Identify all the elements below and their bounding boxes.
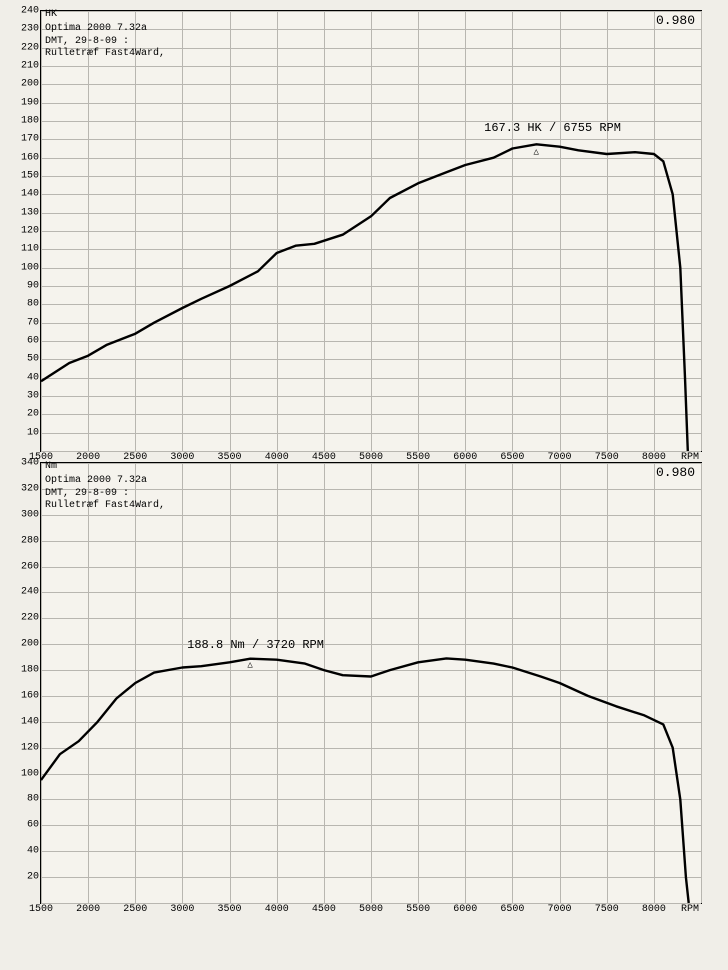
x-tick-label: 3000 [170, 903, 194, 915]
peak-label: 188.8 Nm / 3720 RPM [187, 638, 324, 652]
x-tick-label: 6500 [500, 903, 524, 915]
y-tick-label: 200 [21, 639, 41, 650]
x-tick-label: 7000 [548, 903, 572, 915]
y-tick-label: 40 [27, 846, 41, 857]
y-tick-label: 60 [27, 820, 41, 831]
y-tick-label: 80 [27, 794, 41, 805]
y-tick-label: 90 [27, 281, 41, 292]
x-tick-label: 8000 [642, 903, 666, 915]
y-tick-label: 220 [21, 42, 41, 53]
x-tick-label: 6000 [453, 903, 477, 915]
y-tick-label: 40 [27, 372, 41, 383]
y-tick-label: 70 [27, 317, 41, 328]
y-tick-label: 180 [21, 665, 41, 676]
y-tick-label: 30 [27, 391, 41, 402]
y-tick-label: 20 [27, 872, 41, 883]
x-tick-label: 3500 [218, 903, 242, 915]
x-tick-label: 2000 [76, 903, 100, 915]
y-tick-label: 210 [21, 61, 41, 72]
grid-line [701, 463, 702, 903]
y-tick-label: 140 [21, 189, 41, 200]
y-tick-label: 200 [21, 79, 41, 90]
peak-label: 167.3 HK / 6755 RPM [484, 121, 621, 135]
y-tick-label: 100 [21, 262, 41, 273]
plot-area: 2040608010012014016018020022024026028030… [40, 462, 702, 904]
y-tick-label: 220 [21, 613, 41, 624]
x-tick-label: 4500 [312, 903, 336, 915]
x-tick-label: 5500 [406, 903, 430, 915]
plot-area: 1020304050607080901001101201301401501601… [40, 10, 702, 452]
y-tick-label: 240 [21, 6, 41, 17]
y-tick-label: 80 [27, 299, 41, 310]
y-tick-label: 320 [21, 483, 41, 494]
y-tick-label: 160 [21, 690, 41, 701]
y-tick-label: 280 [21, 535, 41, 546]
y-tick-label: 230 [21, 24, 41, 35]
y-tick-label: 130 [21, 207, 41, 218]
y-tick-label: 190 [21, 97, 41, 108]
y-tick-label: 140 [21, 716, 41, 727]
x-tick-label: 4000 [265, 903, 289, 915]
x-axis-unit: RPM [681, 903, 699, 915]
y-tick-label: 180 [21, 116, 41, 127]
x-tick-label: 5000 [359, 903, 383, 915]
y-tick-label: 260 [21, 561, 41, 572]
y-tick-label: 110 [21, 244, 41, 255]
x-tick-label: 2500 [123, 903, 147, 915]
dyno-chart: 1020304050607080901001101201301401501601… [40, 10, 728, 452]
y-tick-label: 150 [21, 171, 41, 182]
y-tick-label: 60 [27, 336, 41, 347]
y-tick-label: 300 [21, 509, 41, 520]
y-tick-label: 120 [21, 742, 41, 753]
y-tick-label: 340 [21, 458, 41, 469]
y-tick-label: 100 [21, 768, 41, 779]
curve [41, 463, 701, 903]
y-tick-label: 10 [27, 427, 41, 438]
x-tick-label: 1500 [29, 903, 53, 915]
peak-marker-icon: △ [247, 662, 253, 668]
y-tick-label: 20 [27, 409, 41, 420]
grid-line [701, 11, 702, 451]
y-tick-label: 120 [21, 226, 41, 237]
y-tick-label: 170 [21, 134, 41, 145]
x-tick-label: 7500 [595, 903, 619, 915]
y-tick-label: 50 [27, 354, 41, 365]
y-tick-label: 160 [21, 152, 41, 163]
curve [41, 11, 701, 451]
dyno-chart: 2040608010012014016018020022024026028030… [40, 462, 728, 904]
peak-marker-icon: △ [533, 149, 539, 155]
y-tick-label: 240 [21, 587, 41, 598]
